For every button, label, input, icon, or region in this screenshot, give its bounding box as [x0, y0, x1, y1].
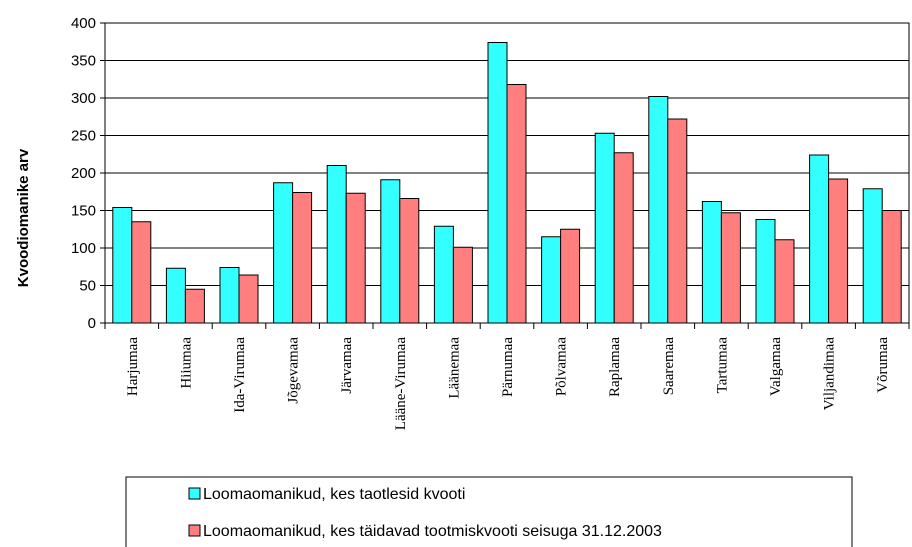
- bar-series-2: [667, 118, 688, 324]
- bar-series-2: [774, 239, 795, 324]
- bar-series-1: [648, 96, 669, 324]
- bar-series-1: [165, 267, 186, 324]
- bar-series-2: [506, 84, 527, 324]
- y-tick-label: 100: [71, 240, 96, 257]
- bar-series-2: [720, 212, 741, 324]
- axes: [100, 22, 910, 329]
- y-tick-label: 300: [71, 90, 96, 107]
- y-tick-label: 0: [88, 315, 96, 332]
- bar-series-1: [326, 165, 347, 324]
- bar-series-1: [594, 132, 615, 324]
- x-tick-label: Raplamaa: [607, 337, 623, 397]
- y-axis-label: Kvoodiomanike arv: [15, 148, 32, 287]
- bar-series-2: [238, 274, 259, 324]
- x-tick-label: Pärnumaa: [500, 337, 516, 397]
- bar-series-2: [452, 246, 473, 324]
- bar-series-2: [828, 178, 849, 324]
- y-tick-label: 350: [71, 53, 96, 70]
- x-tick-label: Läänemaa: [446, 337, 462, 399]
- bar-series-1: [112, 207, 133, 324]
- x-tick-label: Võrumaa: [875, 337, 891, 393]
- x-tick-label: Jõgevamaa: [286, 337, 302, 404]
- legend-swatch: [188, 487, 201, 500]
- bar-series-2: [881, 210, 902, 324]
- bar-series-1: [809, 154, 830, 324]
- x-tick-label: Lääne-Virumaa: [393, 337, 409, 431]
- y-tick-label: 400: [71, 15, 96, 32]
- x-tick-label: Järvamaa: [339, 337, 355, 394]
- legend-swatch: [188, 524, 201, 537]
- y-tick-label: 200: [71, 165, 96, 182]
- bar-series-2: [184, 288, 205, 324]
- bar-series-1: [219, 267, 240, 324]
- x-tick-label: Saaremaa: [661, 337, 677, 396]
- legend-label: Loomaomanikud, kes täidavad tootmiskvoot…: [203, 523, 662, 540]
- bar-series-2: [292, 192, 313, 324]
- bar-series-1: [380, 179, 401, 324]
- x-tick-label: Hiiumaa: [178, 337, 194, 389]
- x-tick-label: Valgamaa: [768, 337, 784, 396]
- y-tick-label: 250: [71, 128, 96, 145]
- bars: [112, 42, 902, 324]
- bar-series-2: [613, 152, 634, 324]
- bar-series-1: [862, 188, 883, 324]
- legend-box: [125, 476, 853, 547]
- x-tick-label: Ida-Virumaa: [232, 337, 248, 413]
- bar-series-1: [487, 42, 508, 324]
- x-tick-labels: Harjumaa Hiiumaa Ida-Virumaa Jõgevamaa Järva…: [125, 337, 891, 431]
- bar-series-1: [701, 201, 722, 324]
- y-tick-label: 150: [71, 203, 96, 220]
- legend-label: Loomaomanikud, kes taotlesid kvooti: [203, 486, 465, 503]
- bar-series-2: [345, 192, 366, 324]
- legend: Loomaomanikud, kes taotlesid kvooti Looma…: [125, 476, 853, 547]
- bar-series-2: [131, 221, 152, 324]
- bar-series-1: [273, 182, 294, 324]
- y-tick-labels: 0 50 100 150 200 250 300 350 400: [71, 15, 96, 332]
- bar-series-1: [755, 219, 776, 324]
- y-tick-label: 50: [79, 278, 96, 295]
- bar-series-1: [541, 236, 562, 324]
- x-tick-label: Tartumaa: [714, 337, 730, 394]
- x-tick-label: Harjumaa: [125, 337, 141, 396]
- bar-series-1: [433, 225, 454, 324]
- bar-series-2: [560, 228, 581, 324]
- bar-series-2: [399, 198, 420, 324]
- x-tick-label: Põlvamaa: [554, 337, 570, 396]
- x-tick-label: Viljandimaa: [822, 337, 838, 411]
